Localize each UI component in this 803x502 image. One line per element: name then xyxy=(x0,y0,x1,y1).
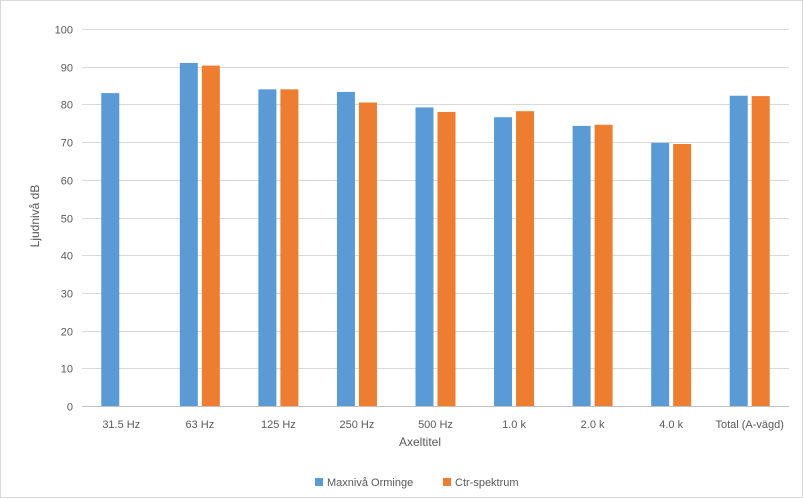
x-tick-label: 125 Hz xyxy=(261,419,296,431)
x-tick-label: 500 Hz xyxy=(418,419,453,431)
legend-swatch xyxy=(315,478,323,486)
y-tick-label: 90 xyxy=(61,63,73,75)
y-tick-label: 0 xyxy=(67,402,73,414)
bar-ctr-spektrum xyxy=(516,111,535,406)
legend-label: Maxnivå Orminge xyxy=(327,477,413,489)
y-tick-label: 10 xyxy=(61,364,73,376)
legend-swatch xyxy=(443,478,451,486)
bars xyxy=(101,62,770,407)
y-tick-label: 20 xyxy=(61,327,73,339)
bar-maxniva-orminge xyxy=(179,62,198,407)
x-tick-label: 2.0 k xyxy=(581,419,605,431)
y-tick-label: 30 xyxy=(61,289,73,301)
x-tick-label: 4.0 k xyxy=(659,419,683,431)
x-tick-label: 31.5 Hz xyxy=(102,419,140,431)
bar-ctr-spektrum xyxy=(673,143,692,407)
x-axis-ticks: 31.5 Hz 63 Hz 125 Hz 250 Hz 500 Hz 1.0 k 2.0 k… xyxy=(102,419,784,431)
x-tick-label: 250 Hz xyxy=(340,419,375,431)
x-tick-label: Total (A-vägd) xyxy=(715,419,783,431)
bar-ctr-spektrum xyxy=(201,65,220,406)
bar-ctr-spektrum xyxy=(437,111,456,406)
bar-maxniva-orminge xyxy=(415,107,434,406)
y-axis-ticks: 0 10 20 30 40 50 60 70 80 90 100 xyxy=(55,25,73,414)
x-axis-title: Axeltitel xyxy=(399,435,441,449)
y-tick-label: 100 xyxy=(55,25,73,37)
bar-ctr-spektrum xyxy=(594,124,613,407)
y-tick-label: 70 xyxy=(61,138,73,150)
y-tick-label: 60 xyxy=(61,176,73,188)
legend-label: Ctr-spektrum xyxy=(455,477,519,489)
y-axis-title: Ljudnivå dB xyxy=(28,185,42,248)
y-tick-label: 40 xyxy=(61,251,73,263)
y-tick-label: 80 xyxy=(61,100,73,112)
bar-ctr-spektrum xyxy=(358,102,377,406)
bar-maxniva-orminge xyxy=(494,117,513,406)
bar-ctr-spektrum xyxy=(751,96,770,406)
y-tick-label: 50 xyxy=(61,214,73,226)
bar-maxniva-orminge xyxy=(729,95,748,406)
bar-maxniva-orminge xyxy=(101,93,120,406)
bar-maxniva-orminge xyxy=(258,89,277,406)
bar-maxniva-orminge xyxy=(651,142,670,406)
bar-maxniva-orminge xyxy=(572,125,591,406)
gridlines xyxy=(82,29,789,407)
x-tick-label: 1.0 k xyxy=(502,419,526,431)
x-tick-label: 63 Hz xyxy=(185,419,214,431)
bar-ctr-spektrum xyxy=(280,89,299,406)
bar-maxniva-orminge xyxy=(336,91,355,407)
legend: Maxnivå Orminge Ctr-spektrum xyxy=(315,477,519,489)
